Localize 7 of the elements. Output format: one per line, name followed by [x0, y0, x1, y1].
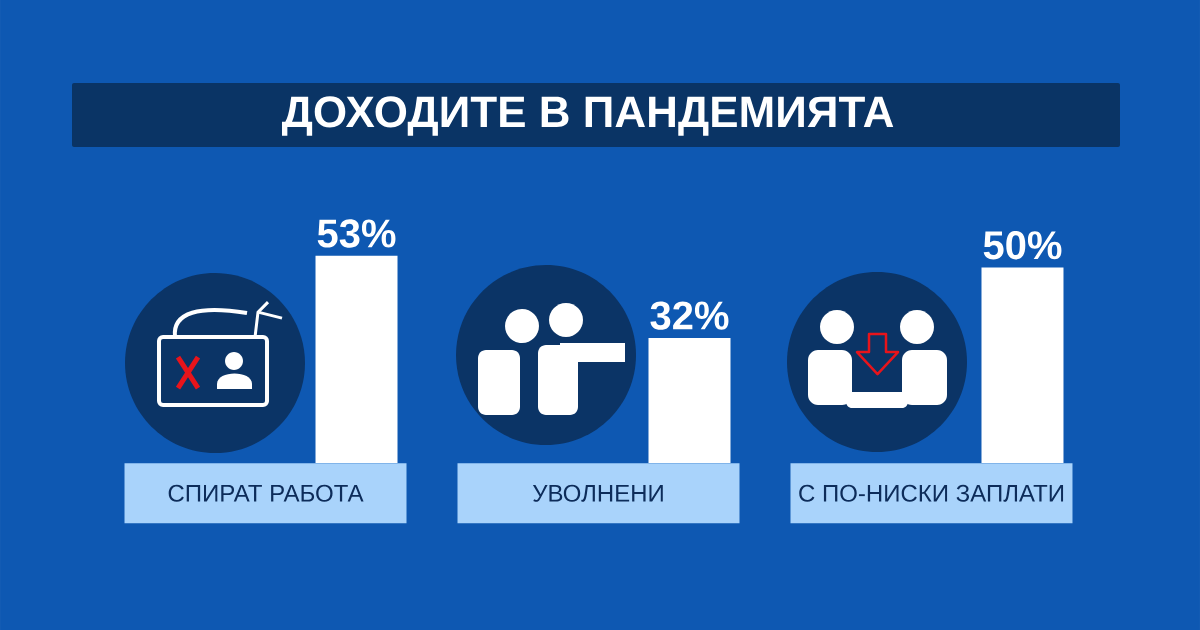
- x-tick-label: УВОЛНЕНИ: [532, 484, 663, 502]
- data-label: 53%: [317, 219, 396, 248]
- data-label: 32%: [650, 301, 729, 330]
- data-label: 50%: [983, 230, 1062, 260]
- x-tick-label: С ПО-НИСКИ ЗАПЛАТИ: [799, 484, 1064, 502]
- x-tick-label: СПИРАТ РАБОТА: [168, 484, 364, 502]
- chart-title: ДОХОДИТЕ В ПАНДЕМИЯТА: [281, 96, 894, 136]
